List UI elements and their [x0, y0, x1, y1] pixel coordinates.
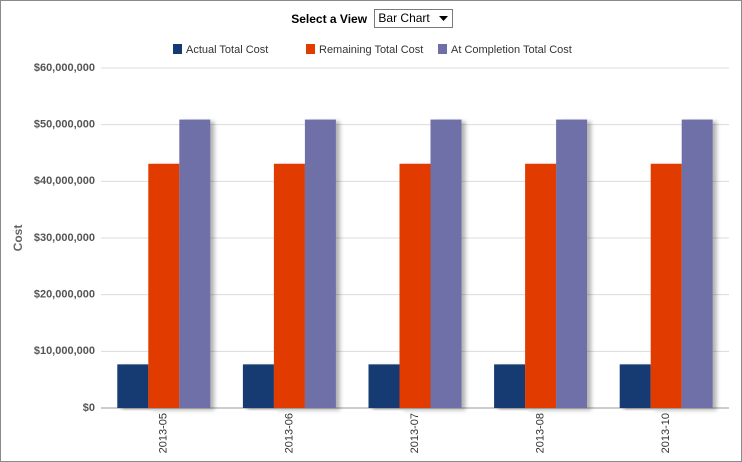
bar [242, 364, 274, 408]
bar [148, 163, 180, 408]
selector-label: Select a View [291, 11, 368, 26]
bar [525, 163, 557, 408]
legend-swatch [438, 44, 447, 54]
bar [681, 119, 713, 409]
bar [399, 163, 431, 408]
y-tick-label: $0 [83, 402, 95, 414]
view-dropdown[interactable]: Bar Chart [374, 9, 453, 28]
y-tick-label: $50,000,000 [34, 119, 95, 131]
dropdown-value: Bar Chart [378, 11, 430, 25]
bar [494, 364, 526, 408]
y-tick-label: $30,000,000 [34, 232, 95, 244]
bar [304, 119, 336, 409]
x-tick-label: 2013-10 [660, 413, 672, 453]
legend-label: Remaining Total Cost [319, 44, 423, 56]
bar [273, 163, 305, 408]
bar [556, 119, 588, 409]
x-tick-label: 2013-05 [158, 413, 170, 453]
y-tick-label: $10,000,000 [34, 345, 95, 357]
bar [179, 119, 211, 409]
x-tick-label: 2013-08 [535, 413, 547, 453]
x-tick-label: 2013-06 [283, 413, 295, 453]
y-axis-title: Cost [11, 225, 25, 252]
legend-swatch [306, 44, 315, 54]
dropdown-arrow [438, 16, 448, 21]
x-tick-label: 2013-07 [409, 413, 421, 453]
y-tick-label: $60,000,000 [34, 62, 95, 74]
bar [650, 163, 682, 408]
legend-label: Actual Total Cost [186, 44, 268, 56]
bar [430, 119, 462, 409]
view-selector: Select a View Bar Chart [1, 9, 741, 28]
bar [368, 364, 400, 408]
bar [117, 364, 149, 408]
legend-label: At Completion Total Cost [451, 44, 572, 56]
y-tick-label: $40,000,000 [34, 175, 95, 187]
legend-swatch [173, 44, 182, 54]
bar [619, 364, 651, 408]
y-tick-label: $20,000,000 [34, 289, 95, 301]
